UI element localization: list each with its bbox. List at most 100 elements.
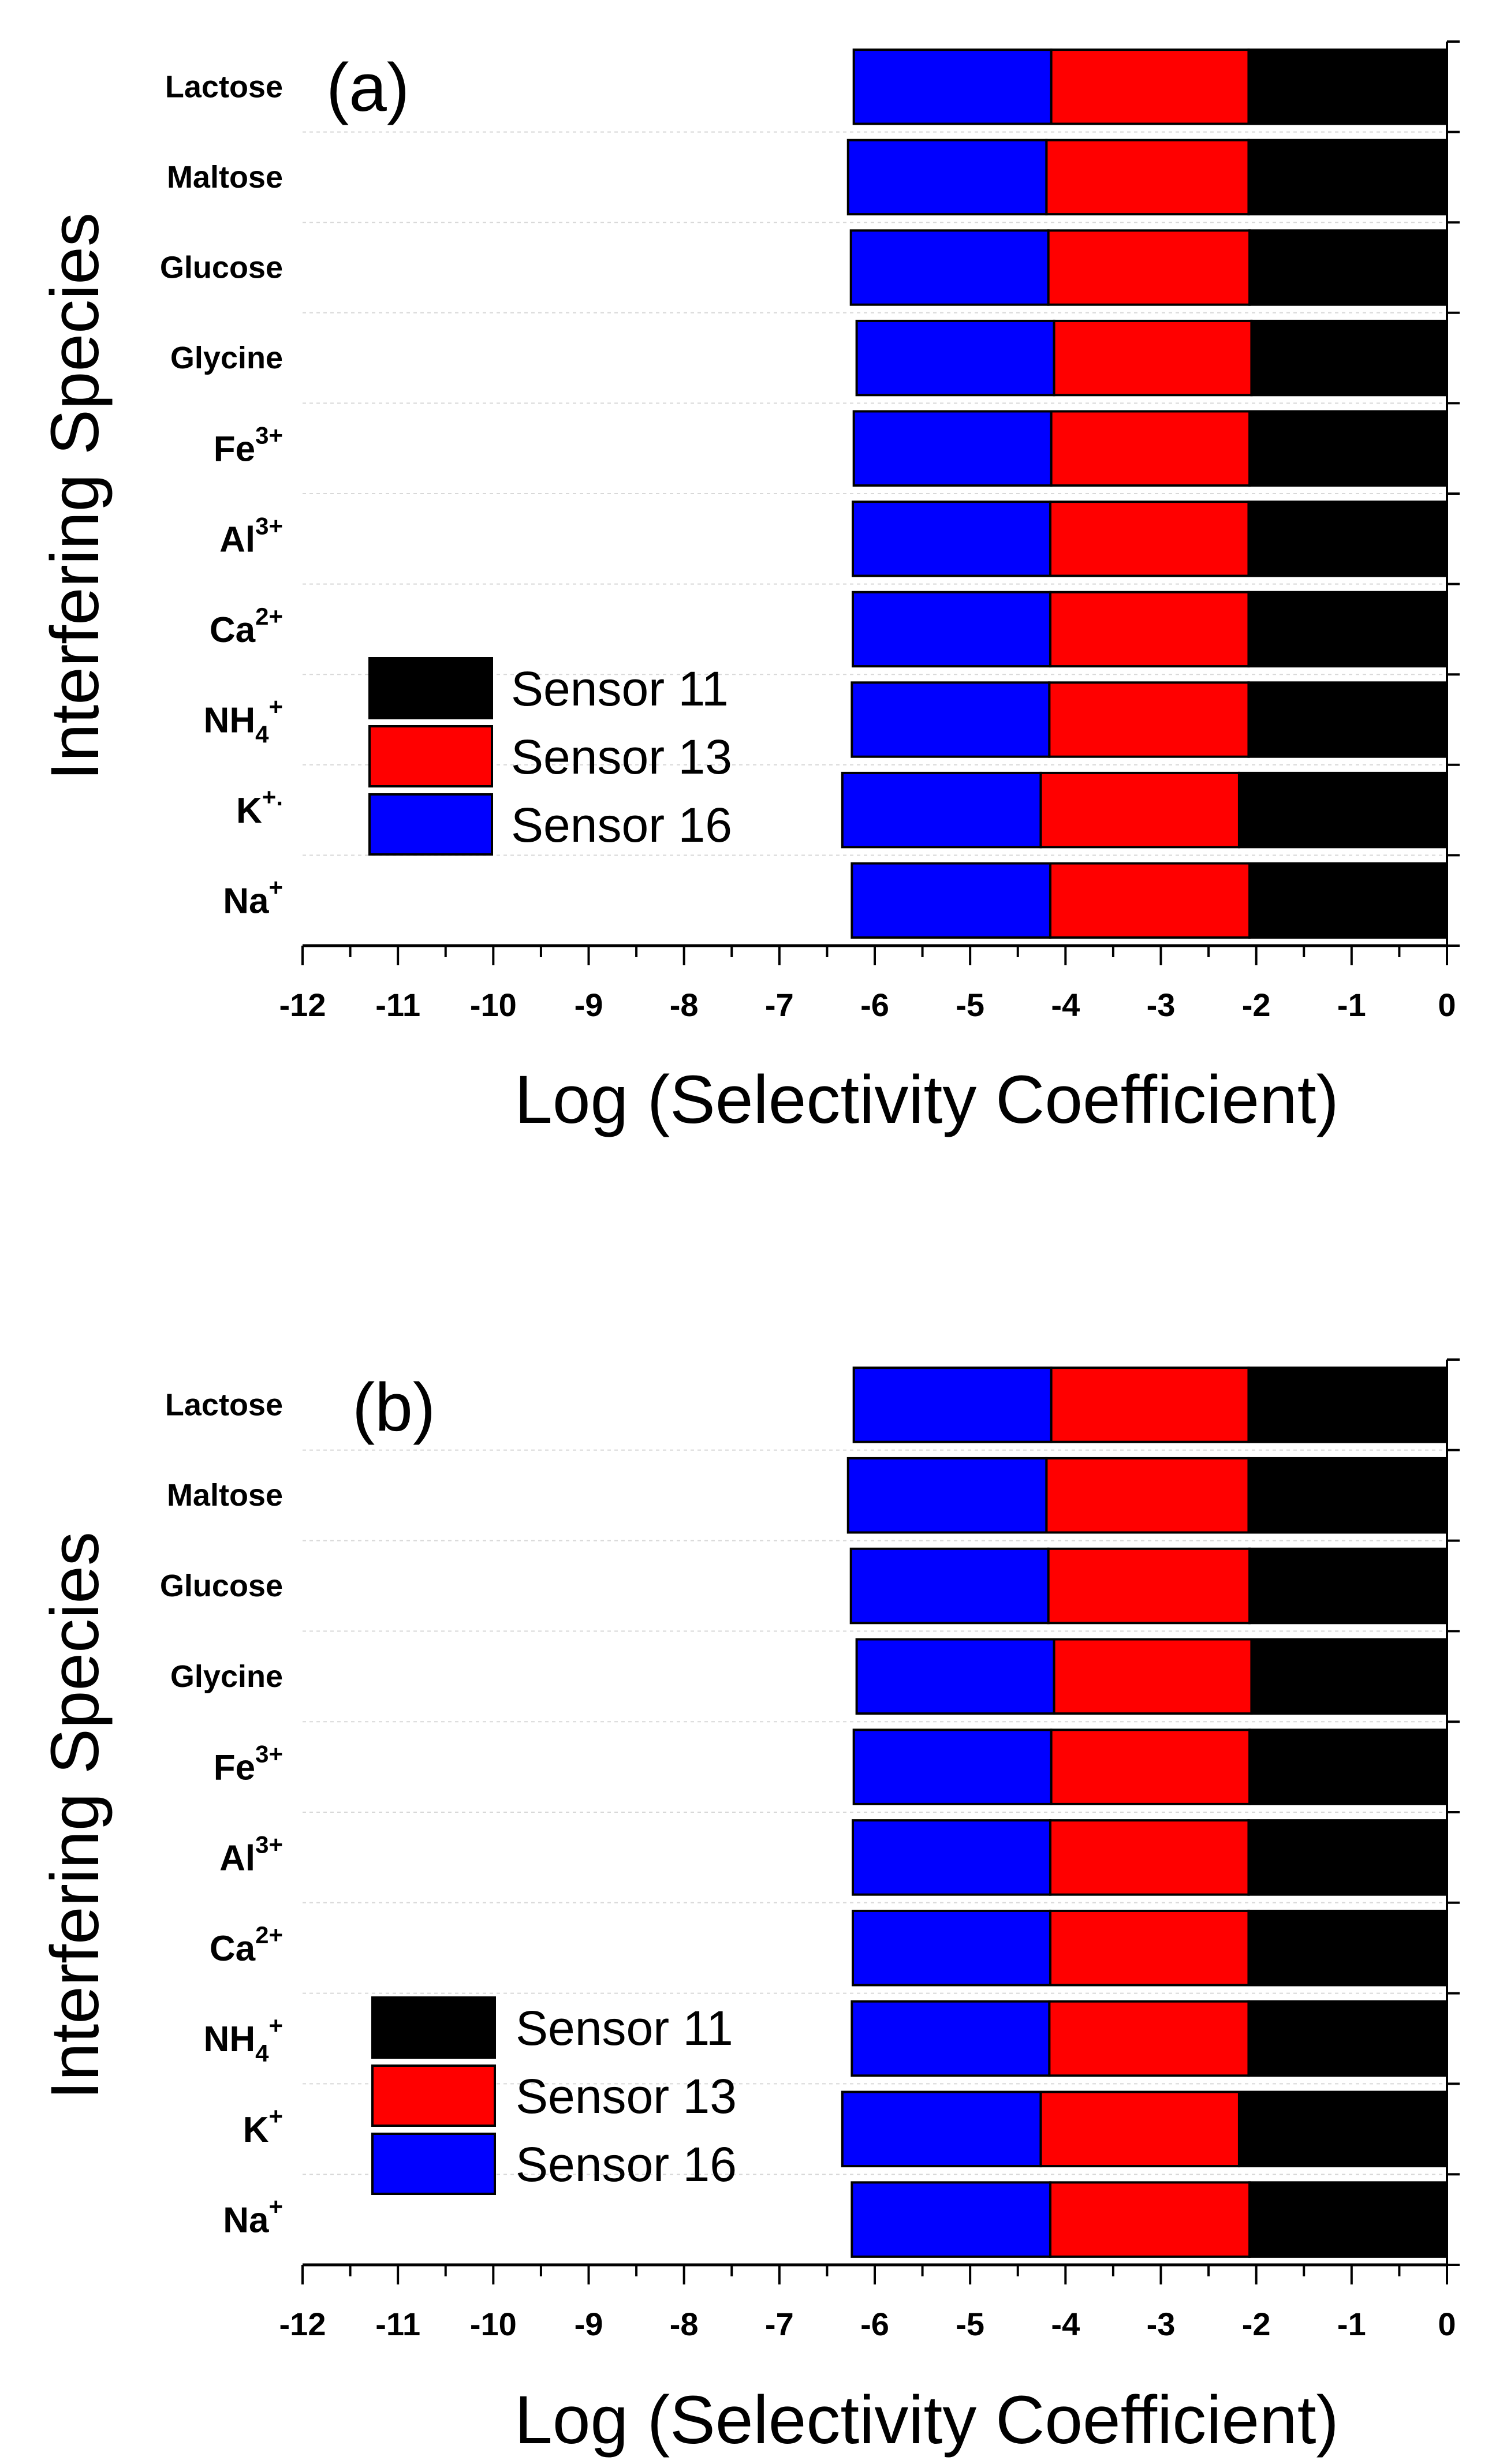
panel-label: (b) (352, 1369, 435, 1446)
bar-sensor-11 (1237, 2090, 1449, 2168)
bar-sensor-13 (1047, 1547, 1251, 1625)
bar-sensor-11 (1248, 229, 1448, 306)
bar-sensor-11 (1248, 862, 1448, 939)
bar-sensor-11 (1247, 48, 1449, 125)
bar-sensor-16 (852, 591, 1051, 668)
bar-sensor-16 (855, 1638, 1055, 1715)
bar-sensor-13 (1049, 2181, 1251, 2258)
legend-swatch (371, 2133, 496, 2195)
category-label: Na+ (223, 2193, 283, 2241)
bar-sensor-13 (1049, 862, 1251, 939)
bar-sensor-16 (841, 771, 1042, 849)
x-tick-label: -3 (1147, 987, 1176, 1023)
category-label: Ca2+ (210, 603, 283, 650)
x-tick-label: -8 (670, 987, 699, 1023)
bar-sensor-16 (849, 229, 1050, 306)
x-tick-label: -5 (956, 2306, 984, 2342)
x-tick-label: -5 (956, 987, 984, 1023)
bar-sensor-16 (855, 319, 1055, 397)
bar-sensor-16 (841, 2090, 1042, 2168)
x-tick-label: -10 (470, 2306, 517, 2342)
bar-sensor-11 (1247, 1909, 1449, 1987)
x-tick-label: -11 (375, 2306, 420, 2342)
bar-sensor-13 (1039, 2090, 1240, 2168)
x-tick-label: -7 (765, 987, 794, 1023)
category-label: Lactose (165, 69, 283, 104)
category-label: Glucose (160, 1569, 283, 1603)
category-label: Maltose (167, 1478, 283, 1513)
category-label: NH4+ (204, 2012, 283, 2067)
bar-sensor-11 (1247, 2000, 1449, 2077)
x-tick-label: -2 (1242, 2306, 1271, 2342)
bar-sensor-16 (849, 1547, 1050, 1625)
bar-sensor-13 (1050, 1728, 1251, 1805)
category-label: Lactose (165, 1387, 283, 1422)
category-label: Ca2+ (210, 1921, 283, 1969)
x-tick-label: -2 (1242, 987, 1271, 1023)
legend-label: Sensor 16 (516, 2137, 737, 2192)
category-label: Na+ (223, 874, 283, 921)
chart-panel-b: -12 -11 -10 -9 -8 -7 -6 -5 -4 -3 -2 -1 0LactoseMalto… (37, 1358, 1460, 2458)
x-tick-label: -9 (575, 2306, 603, 2342)
bar-sensor-11 (1250, 319, 1449, 397)
legend-label: Sensor 11 (516, 2001, 733, 2055)
x-tick-label: -6 (860, 2306, 889, 2342)
bar-sensor-16 (851, 862, 1051, 939)
x-tick-label: -11 (375, 987, 420, 1023)
x-tick-label: -7 (765, 2306, 794, 2342)
bar-sensor-11 (1247, 591, 1449, 668)
bar-sensor-13 (1048, 681, 1250, 758)
panel-label: (a) (326, 50, 409, 126)
x-tick-label: -4 (1051, 2306, 1080, 2342)
bar-sensor-11 (1237, 771, 1449, 849)
bar-sensor-16 (852, 1367, 1053, 1443)
bar-sensor-16 (852, 1909, 1051, 1987)
bar-sensor-13 (1053, 319, 1253, 397)
bar-sensor-11 (1250, 1638, 1449, 1715)
legend-label: Sensor 13 (511, 730, 732, 784)
legend-swatch (368, 793, 493, 856)
bar-sensor-16 (852, 1819, 1051, 1896)
bar-sensor-16 (851, 2181, 1051, 2258)
bar-sensor-13 (1050, 48, 1250, 125)
category-label: K+ (243, 2103, 283, 2150)
x-tick-label: -12 (279, 987, 326, 1023)
x-tick-label: -6 (860, 987, 889, 1023)
bar-sensor-13 (1050, 1367, 1250, 1443)
bar-sensor-11 (1247, 1457, 1449, 1534)
bar-sensor-16 (852, 410, 1053, 487)
category-label: Al3+ (219, 512, 283, 559)
bar-sensor-11 (1247, 681, 1449, 758)
bar-sensor-13 (1050, 410, 1251, 487)
bar-sensor-13 (1049, 1909, 1250, 1987)
y-axis-title: Interfering Species (37, 212, 113, 781)
bar-sensor-16 (852, 48, 1053, 125)
bar-sensor-16 (846, 1457, 1048, 1534)
category-label: Fe3+ (214, 422, 283, 469)
bar-sensor-13 (1049, 501, 1250, 577)
bar-sensor-11 (1248, 410, 1448, 487)
bar-sensor-11 (1247, 139, 1449, 216)
x-tick-label: -3 (1147, 2306, 1176, 2342)
bar-sensor-13 (1045, 1457, 1250, 1534)
bar-sensor-13 (1049, 591, 1250, 668)
category-label: K+. (236, 783, 283, 831)
chart-panel-a: -12 -11 -10 -9 -8 -7 -6 -5 -4 -3 -2 -1 0LactoseMalto… (37, 40, 1460, 1138)
y-axis-title: Interfering Species (37, 1532, 113, 2100)
bar-sensor-11 (1247, 1367, 1449, 1443)
category-label: Glycine (170, 1659, 283, 1694)
bar-sensor-16 (851, 681, 1051, 758)
legend-label: Sensor 11 (511, 662, 729, 716)
x-tick-label: -1 (1337, 987, 1366, 1023)
legend-label: Sensor 13 (516, 2069, 737, 2123)
bar-sensor-13 (1039, 771, 1240, 849)
bar-sensor-11 (1248, 1728, 1448, 1805)
legend-swatch (368, 725, 493, 787)
bar-sensor-11 (1247, 501, 1449, 577)
bar-sensor-13 (1053, 1638, 1253, 1715)
x-tick-label: -10 (470, 987, 517, 1023)
x-axis-title: Log (Selectivity Coefficient) (514, 2382, 1339, 2458)
category-label: NH4+ (204, 693, 283, 748)
legend-swatch (371, 1996, 496, 2059)
